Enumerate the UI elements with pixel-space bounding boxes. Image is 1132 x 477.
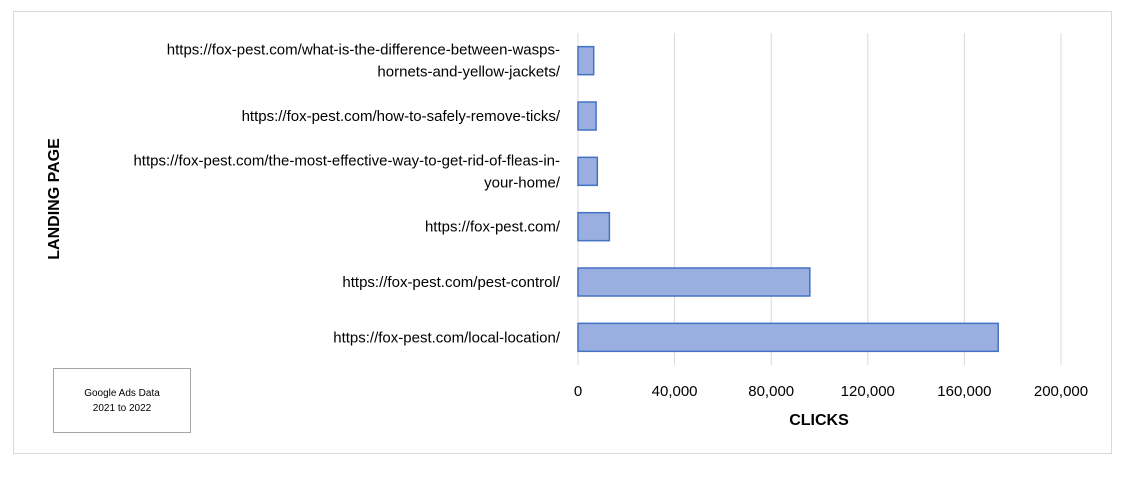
y-axis-title: LANDING PAGE — [46, 138, 63, 260]
bar — [577, 211, 611, 242]
category-labels: https://fox-pest.com/local-location/http… — [133, 42, 560, 347]
x-tick-labels: 0 40,000 80,000 120,000 160,000 200,000 — [574, 383, 1088, 400]
bar — [577, 267, 811, 297]
bar — [577, 322, 999, 353]
note-line-1: Google Ads Data — [84, 387, 160, 399]
x-tick-label: 160,000 — [937, 383, 991, 400]
category-label: https://fox-pest.com/ — [425, 219, 561, 236]
note-line-2: 2021 to 2022 — [92, 402, 152, 414]
x-tick-label: 40,000 — [652, 383, 698, 400]
gridlines — [577, 33, 1062, 365]
data-source-note: Google Ads Data 2021 to 2022 — [53, 368, 191, 433]
category-label: https://fox-pest.com/the-most-effective-… — [133, 152, 560, 191]
category-label: https://fox-pest.com/how-to-safely-remov… — [242, 108, 561, 125]
bars — [577, 45, 999, 353]
category-label: https://fox-pest.com/local-location/ — [333, 329, 561, 346]
chart-frame — [13, 11, 1112, 454]
x-tick-label: 120,000 — [841, 383, 895, 400]
x-axis-title: CLICKS — [789, 412, 849, 429]
bar — [577, 101, 597, 131]
x-tick-label: 80,000 — [748, 383, 794, 400]
x-tick-label: 0 — [574, 383, 582, 400]
bar — [577, 45, 595, 76]
bar — [577, 156, 599, 187]
category-label: https://fox-pest.com/pest-control/ — [342, 274, 560, 291]
x-tick-label: 200,000 — [1034, 383, 1088, 400]
category-label: https://fox-pest.com/what-is-the-differe… — [167, 42, 561, 81]
